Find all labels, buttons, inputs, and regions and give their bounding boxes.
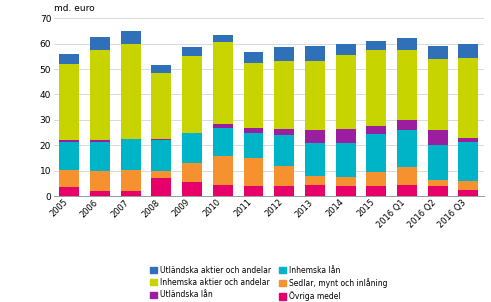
Bar xyxy=(244,186,264,196)
Bar xyxy=(90,171,110,191)
Bar xyxy=(397,185,417,196)
Bar xyxy=(213,42,233,124)
Bar xyxy=(90,37,110,50)
Bar xyxy=(121,31,141,43)
Bar xyxy=(305,176,325,185)
Bar xyxy=(151,65,171,73)
Bar xyxy=(182,182,202,196)
Bar xyxy=(59,64,80,140)
Bar xyxy=(182,56,202,133)
Bar xyxy=(305,130,325,143)
Bar xyxy=(428,130,448,145)
Bar xyxy=(274,61,294,129)
Bar xyxy=(458,142,478,181)
Bar xyxy=(335,55,355,129)
Bar xyxy=(428,145,448,180)
Bar xyxy=(213,35,233,42)
Bar xyxy=(335,143,355,177)
Bar xyxy=(335,43,355,55)
Bar xyxy=(335,177,355,186)
Bar xyxy=(121,170,141,191)
Bar xyxy=(90,142,110,171)
Bar xyxy=(397,167,417,185)
Bar xyxy=(274,186,294,196)
Bar xyxy=(397,38,417,50)
Bar xyxy=(151,140,171,171)
Bar xyxy=(244,158,264,186)
Bar xyxy=(366,41,386,50)
Bar xyxy=(428,59,448,130)
Bar xyxy=(428,46,448,59)
Bar xyxy=(274,129,294,135)
Bar xyxy=(59,170,80,187)
Bar xyxy=(121,43,141,139)
Bar xyxy=(335,129,355,143)
Bar xyxy=(305,46,325,61)
Bar xyxy=(305,61,325,130)
Bar xyxy=(151,73,171,139)
Bar xyxy=(244,133,264,158)
Bar xyxy=(397,130,417,167)
Bar xyxy=(59,140,80,142)
Bar xyxy=(244,53,264,63)
Bar xyxy=(366,50,386,126)
Bar xyxy=(366,126,386,134)
Bar xyxy=(121,191,141,196)
Bar xyxy=(428,180,448,186)
Bar xyxy=(213,156,233,185)
Bar xyxy=(335,186,355,196)
Bar xyxy=(366,134,386,172)
Bar xyxy=(213,124,233,127)
Bar xyxy=(458,138,478,142)
Bar xyxy=(90,50,110,140)
Bar xyxy=(458,58,478,138)
Bar xyxy=(397,50,417,120)
Bar xyxy=(182,133,202,163)
Bar xyxy=(182,163,202,182)
Bar xyxy=(305,143,325,176)
Bar xyxy=(458,43,478,58)
Legend: Utländska aktier och andelar, Inhemska aktier och andelar, Utländska lån, Inhems: Utländska aktier och andelar, Inhemska a… xyxy=(147,262,390,302)
Bar xyxy=(59,187,80,196)
Bar xyxy=(458,181,478,190)
Bar xyxy=(458,190,478,196)
Bar xyxy=(151,139,171,140)
Bar xyxy=(274,47,294,61)
Bar xyxy=(182,47,202,56)
Bar xyxy=(151,178,171,196)
Bar xyxy=(90,140,110,142)
Bar xyxy=(121,139,141,170)
Bar xyxy=(213,127,233,156)
Bar xyxy=(59,142,80,170)
Bar xyxy=(366,186,386,196)
Bar xyxy=(274,166,294,186)
Bar xyxy=(244,63,264,127)
Bar xyxy=(244,127,264,133)
Bar xyxy=(397,120,417,130)
Bar xyxy=(59,54,80,64)
Bar xyxy=(90,191,110,196)
Bar xyxy=(213,185,233,196)
Bar xyxy=(305,185,325,196)
Text: md. euro: md. euro xyxy=(54,4,95,13)
Bar xyxy=(428,186,448,196)
Bar xyxy=(151,171,171,178)
Bar xyxy=(274,135,294,166)
Bar xyxy=(366,172,386,186)
